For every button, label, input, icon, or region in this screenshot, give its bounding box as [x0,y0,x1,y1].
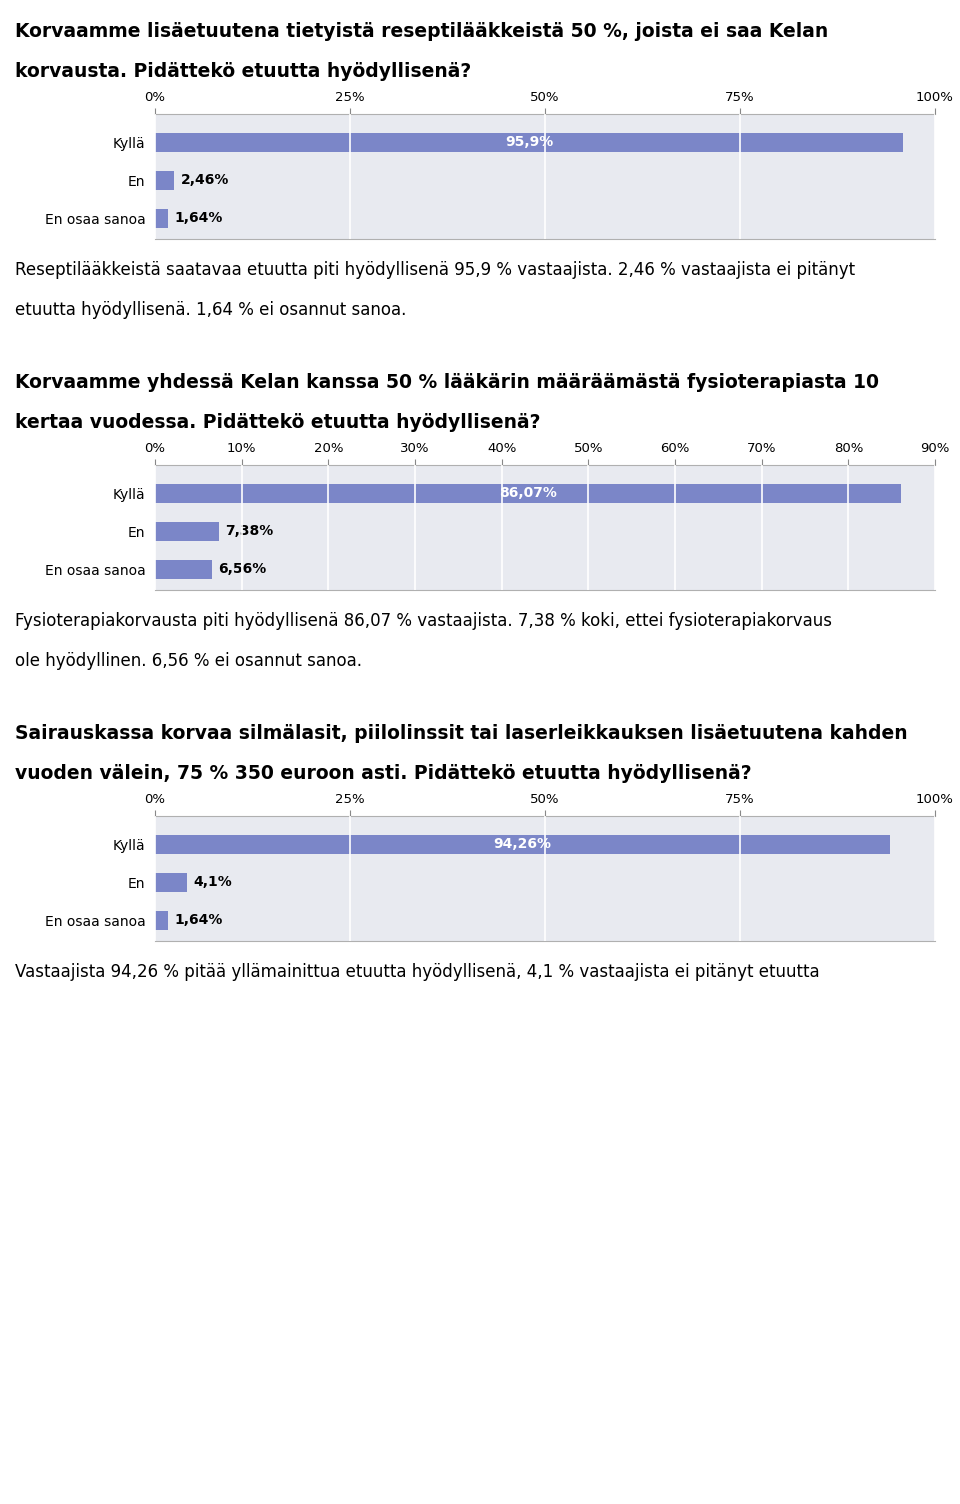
Bar [155,872,187,892]
Text: ole hyödyllinen. 6,56 % ei osannut sanoa.: ole hyödyllinen. 6,56 % ei osannut sanoa… [15,653,362,669]
Text: Reseptilääkkeistä saatavaa etuutta piti hyödyllisenä 95,9 % vastaajista. 2,46 % : Reseptilääkkeistä saatavaa etuutta piti … [15,262,855,280]
Text: 2,46%: 2,46% [180,173,228,188]
Text: Sairauskassa korvaa silmälasit, piilolinssit tai laserleikkauksen lisäetuutena k: Sairauskassa korvaa silmälasit, piilolin… [15,723,907,743]
Bar [155,171,174,190]
Text: 86,07%: 86,07% [499,486,557,501]
Text: 6,56%: 6,56% [218,562,266,576]
Bar [155,559,212,579]
Text: 1,64%: 1,64% [174,913,223,926]
Text: Vastaajista 94,26 % pitää yllämainittua etuutta hyödyllisenä, 4,1 % vastaajista : Vastaajista 94,26 % pitää yllämainittua … [15,963,820,981]
Text: etuutta hyödyllisenä. 1,64 % ei osannut sanoa.: etuutta hyödyllisenä. 1,64 % ei osannut … [15,301,406,319]
Text: 95,9%: 95,9% [505,135,553,149]
Bar [155,484,900,502]
Text: 4,1%: 4,1% [193,875,232,889]
Bar [155,522,219,541]
Text: Fysioterapiakorvausta piti hyödyllisenä 86,07 % vastaajista. 7,38 % koki, ettei : Fysioterapiakorvausta piti hyödyllisenä … [15,612,832,630]
Text: Korvaamme yhdessä Kelan kanssa 50 % lääkärin määräämästä fysioterapiasta 10: Korvaamme yhdessä Kelan kanssa 50 % lääk… [15,373,879,393]
Text: vuoden välein, 75 % 350 euroon asti. Pidättekö etuutta hyödyllisenä?: vuoden välein, 75 % 350 euroon asti. Pid… [15,764,752,784]
Text: 94,26%: 94,26% [493,838,552,851]
Bar [155,835,890,854]
Bar [155,911,168,929]
Bar [155,209,168,227]
Text: 1,64%: 1,64% [174,211,223,226]
Text: kertaa vuodessa. Pidättekö etuutta hyödyllisenä?: kertaa vuodessa. Pidättekö etuutta hyödy… [15,414,540,432]
Text: 7,38%: 7,38% [226,525,274,538]
Bar [155,132,903,152]
Text: korvausta. Pidättekö etuutta hyödyllisenä?: korvausta. Pidättekö etuutta hyödyllisen… [15,62,471,81]
Text: Korvaamme lisäetuutena tietyistä reseptilääkkeistä 50 %, joista ei saa Kelan: Korvaamme lisäetuutena tietyistä resepti… [15,23,828,41]
